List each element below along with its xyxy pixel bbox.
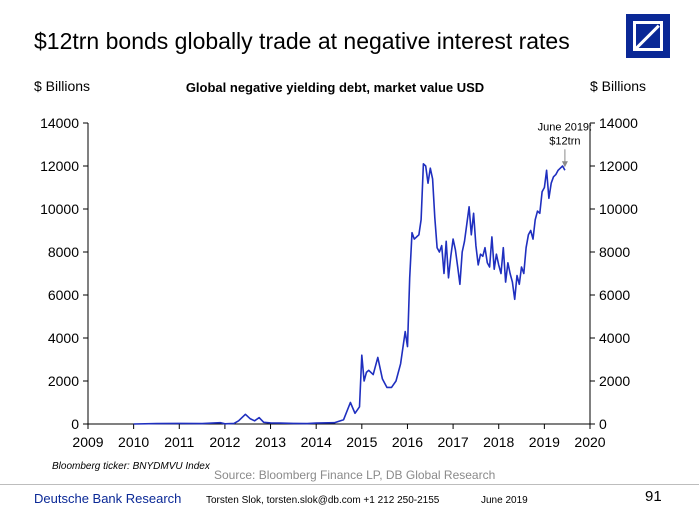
line-chart: 0 0 2000 2000 4000 4000 6000 6000 8000 8000 10000 1… — [40, 115, 638, 450]
x-tick-label: 2009 — [72, 434, 103, 450]
right-y-tick-label: 8000 — [599, 244, 630, 260]
right-y-tick-label: 2000 — [599, 373, 630, 389]
right-y-tick-label: 12000 — [599, 158, 638, 174]
x-tick-label: 2019 — [529, 434, 560, 450]
right-y-tick-label: 4000 — [599, 330, 630, 346]
left-y-tick-label: 2000 — [48, 373, 79, 389]
chart-title: Global negative yielding debt, market va… — [185, 80, 485, 95]
chart-ticks: 0 0 2000 2000 4000 4000 6000 6000 8000 8000 10000 1… — [40, 115, 638, 450]
logo-slash-icon — [633, 21, 663, 51]
x-tick-label: 2011 — [164, 434, 194, 450]
left-y-tick-label: 8000 — [48, 244, 79, 260]
x-tick-label: 2013 — [255, 434, 286, 450]
right-y-tick-label: 0 — [599, 416, 607, 432]
source-note: Source: Bloomberg Finance LP, DB Global … — [214, 468, 496, 482]
left-y-tick-label: 4000 — [48, 330, 79, 346]
x-tick-label: 2015 — [346, 434, 377, 450]
x-tick-label: 2020 — [574, 434, 605, 450]
x-tick-label: 2018 — [483, 434, 514, 450]
left-y-tick-label: 14000 — [40, 115, 79, 131]
left-y-tick-label: 10000 — [40, 201, 79, 217]
left-y-tick-label: 12000 — [40, 158, 79, 174]
x-tick-label: 2017 — [438, 434, 469, 450]
left-y-tick-label: 6000 — [48, 287, 79, 303]
footer-contact: Torsten Slok, torsten.slok@db.com +1 212… — [206, 495, 440, 506]
right-y-tick-label: 6000 — [599, 287, 630, 303]
footer-brand: Deutsche Bank Research — [34, 491, 182, 506]
x-tick-label: 2016 — [392, 434, 423, 450]
right-y-tick-label: 10000 — [599, 201, 638, 217]
left-y-tick-label: 0 — [71, 416, 79, 432]
deutsche-bank-logo-icon — [626, 14, 670, 58]
left-axis-unit: $ Billions — [34, 78, 91, 94]
footer-date: June 2019 — [481, 495, 528, 506]
x-tick-label: 2010 — [118, 434, 149, 450]
right-axis-unit: $ Billions — [590, 78, 647, 94]
right-y-tick-label: 14000 — [599, 115, 638, 131]
slide-title: $12trn bonds globally trade at negative … — [34, 28, 570, 54]
x-tick-label: 2014 — [301, 434, 332, 450]
chart-series — [133, 163, 566, 425]
chart-annotation: June 2019: $12trn — [538, 121, 592, 168]
annotation-label-line1: June 2019: — [538, 121, 592, 133]
chart-axes — [87, 123, 591, 425]
ticker-note: Bloomberg ticker: BNYDMVU Index — [52, 461, 210, 472]
annotation-arrow-head — [561, 161, 568, 168]
series-line — [133, 163, 566, 425]
page-number: 91 — [645, 488, 662, 505]
footer-divider — [0, 484, 699, 485]
x-tick-label: 2012 — [209, 434, 240, 450]
annotation-label-line2: $12trn — [549, 135, 580, 147]
